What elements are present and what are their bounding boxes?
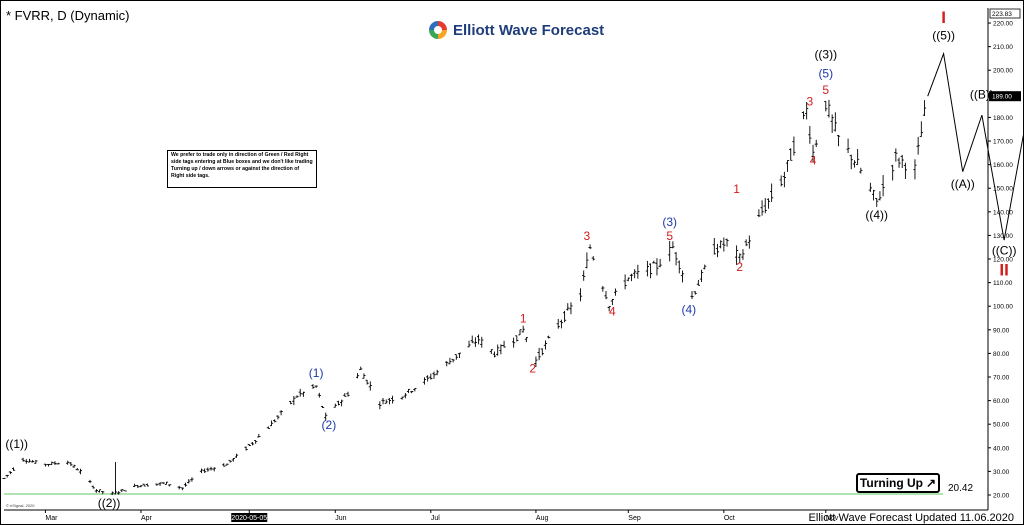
wave-label: 2: [736, 260, 743, 274]
wave-label: 4: [810, 154, 817, 168]
support-level-value: 20.42: [948, 483, 974, 494]
high-price-box: [989, 8, 1021, 19]
x-tick-label: Oct: [724, 515, 735, 522]
y-tick-label: 50.00: [993, 422, 1010, 429]
wave-label: ((C)): [992, 243, 1017, 257]
wave-label: 4: [609, 305, 616, 319]
y-tick-label: 30.00: [993, 469, 1010, 476]
logo-center: [434, 26, 442, 34]
chart-title: * FVRR, D (Dynamic): [6, 8, 130, 23]
wave-label: (3): [662, 215, 677, 229]
x-tick-label: Apr: [141, 515, 153, 522]
wave-label: ((5)): [932, 29, 955, 43]
y-tick-label: 120.00: [993, 257, 1013, 264]
y-tick-label: 180.00: [993, 115, 1013, 122]
arrow-up-right-icon: ↗: [926, 476, 937, 490]
wave-label: 5: [666, 229, 673, 243]
x-tick-label: Jul: [431, 515, 440, 522]
x-tick-label: Mar: [45, 515, 58, 522]
logo-mark-icon: [429, 21, 447, 39]
y-tick-label: 200.00: [993, 68, 1013, 75]
x-tick-label: Nov: [826, 515, 839, 522]
x-tick-label: Sep: [628, 515, 641, 522]
y-tick-label: 60.00: [993, 398, 1010, 405]
wave-label: ((4)): [865, 208, 888, 222]
last-price-box: [989, 91, 1021, 102]
projection-path: [927, 51, 1024, 241]
last-price-label: 189.00: [992, 94, 1012, 101]
y-tick-label: 40.00: [993, 445, 1010, 452]
footer-updated: Elliott Wave Forecast Updated 11.06.2020: [808, 512, 1014, 524]
wave-label: ((B)): [970, 88, 994, 102]
turning-up-label: Turning Up: [859, 476, 924, 490]
wave-label: ((1)): [5, 437, 28, 451]
x-tick-label: Jun: [335, 515, 346, 522]
turning-up-badge: Turning Up ↗: [856, 473, 940, 493]
y-tick-label: 100.00: [993, 304, 1013, 311]
trading-notice: We prefer to trade only in direction of …: [167, 150, 317, 188]
y-tick-label: 170.00: [993, 139, 1013, 146]
degree-label: II: [999, 261, 1008, 280]
wave-label: (2): [322, 418, 337, 432]
y-tick-label: 160.00: [993, 162, 1013, 169]
y-tick-label: 20.00: [993, 493, 1010, 500]
wave-label: ((A)): [951, 177, 975, 191]
wave-label: 1: [520, 312, 527, 326]
crosshair-date-box: [231, 513, 268, 522]
wave-label: 3: [584, 229, 591, 243]
wave-label: ((3)): [814, 47, 837, 61]
y-tick-label: 140.00: [993, 209, 1013, 216]
y-tick-label: 80.00: [993, 351, 1010, 358]
degree-label: I: [941, 8, 946, 27]
y-tick-label: 220.00: [993, 21, 1013, 28]
x-tick-label: 2020-05-05: [231, 515, 267, 522]
y-tick-label: 150.00: [993, 186, 1013, 193]
brand-logo: Elliott Wave Forecast: [428, 20, 604, 40]
logo-text: Elliott Wave Forecast: [453, 21, 605, 39]
wave-label: ((2)): [98, 496, 121, 510]
y-tick-label: 90.00: [993, 327, 1010, 334]
y-tick-label: 110.00: [993, 280, 1013, 287]
wave-label: 1: [733, 182, 740, 196]
high-price-label: 223.83: [992, 11, 1012, 18]
wave-label: 3: [807, 95, 814, 109]
wave-label: (4): [681, 302, 696, 316]
wave-label: 5: [822, 83, 829, 97]
wave-label: 2: [529, 361, 536, 375]
esignal-copyright: © eSignal, 2020: [6, 503, 35, 508]
x-tick-label: Aug: [536, 515, 549, 522]
wave-label: (1): [309, 366, 324, 380]
wave-label: (5): [818, 66, 833, 80]
y-tick-label: 70.00: [993, 375, 1010, 382]
y-tick-label: 210.00: [993, 44, 1013, 51]
